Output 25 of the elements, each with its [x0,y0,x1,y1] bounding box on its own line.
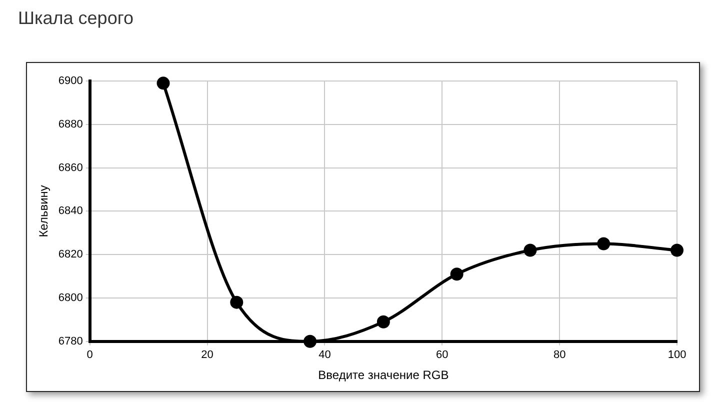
x-tick-label: 20 [201,349,214,362]
y-axis-title: Кельвину [36,185,51,238]
point [376,315,390,328]
y-tick-label: 6880 [58,118,83,130]
x-axis-title: Введите значение RGB [318,368,449,382]
x-tick-label: 40 [318,349,331,362]
x-tick-label: 80 [553,349,566,362]
y-tick-label: 6820 [58,248,83,261]
y-tick-label: 6780 [58,335,83,348]
point [304,334,317,348]
y-tick-label: 6800 [58,292,83,304]
y-tick-label: 6900 [58,75,83,88]
point [156,76,170,90]
x-tick-label: 60 [436,349,448,362]
chart-frame: Введите значение RGB Кельвину 0 20 40 60 80 100 6780 6800 6820 6840 6860 6880 6900 [26,62,700,392]
point [670,244,684,257]
y-tick-label: 6840 [58,205,83,218]
x-tick-label: 0 [86,349,93,362]
x-tick-label: 100 [668,349,686,362]
point [230,296,244,309]
point [524,244,537,257]
y-tick-label: 6860 [58,162,83,174]
point [450,268,464,281]
chart-title: Шкала серого [18,8,135,29]
point [597,237,610,250]
